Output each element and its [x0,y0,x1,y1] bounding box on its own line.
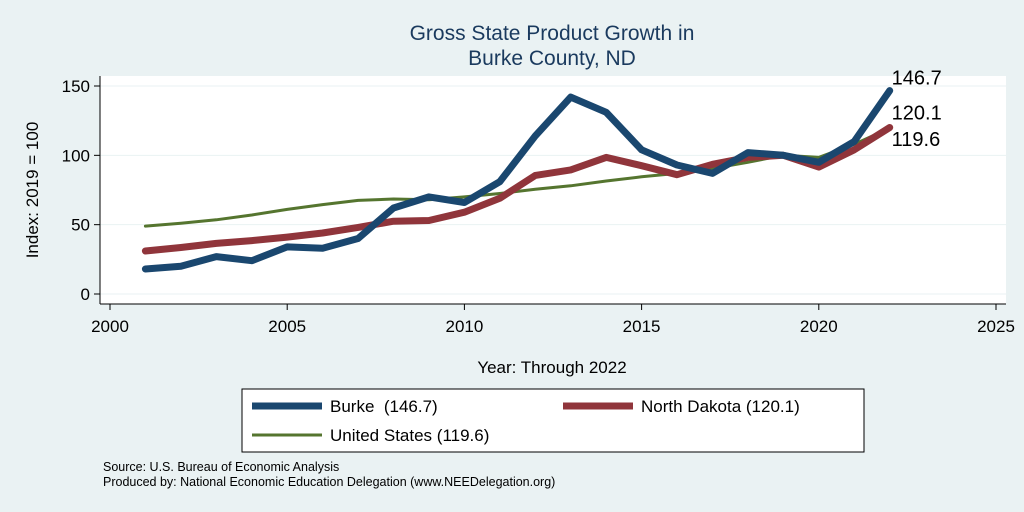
y-tick-label: 50 [71,216,90,235]
source-note: Source: U.S. Bureau of Economic Analysis [103,460,339,474]
end-label-burke: 146.7 [892,68,942,90]
x-tick-label: 2000 [91,317,129,336]
legend-label-burke: Burke (146.7) [330,397,438,416]
y-axis-ticks: 0 50 100 150 [62,77,100,304]
x-tick-label: 2020 [800,317,838,336]
legend-box [241,388,865,453]
legend-label-north-dakota: North Dakota (120.1) [641,397,800,416]
x-tick-label: 2005 [268,317,306,336]
legend-label-united-states: United States (119.6) [330,426,489,445]
y-axis-title: Index: 2019 = 100 [23,122,42,259]
end-label-united-states: 119.6 [892,129,941,151]
x-axis-ticks: 2000 2005 2010 2015 2020 2025 [91,304,1015,336]
y-tick-label: 100 [62,146,90,165]
end-labels: 146.7 120.1 119.6 [892,68,942,152]
chart-title-line-2: Burke County, ND [468,47,636,70]
plot-area [100,76,1006,304]
chart-title-line-1: Gross State Product Growth in [410,22,695,45]
gridlines [100,85,1006,295]
y-tick-label: 150 [62,77,90,96]
produced-by-note: Produced by: National Economic Education… [103,475,555,489]
end-label-north-dakota: 120.1 [892,102,942,124]
x-tick-label: 2010 [445,317,483,336]
x-axis-title: Year: Through 2022 [477,358,626,377]
x-tick-label: 2025 [977,317,1015,336]
series-lines [141,87,894,273]
series-line-burke [141,87,894,273]
x-tick-label: 2015 [623,317,661,336]
y-tick-label: 0 [81,285,90,304]
